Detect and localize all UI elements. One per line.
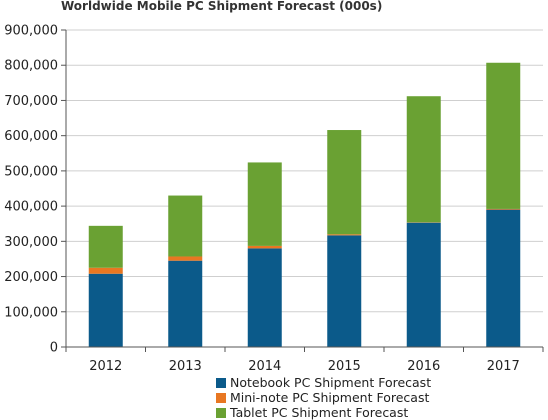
y-tick-label: 900,000 bbox=[4, 24, 58, 39]
bar-2012-series-1 bbox=[88, 267, 123, 274]
x-tick-label: 2015 bbox=[328, 359, 361, 374]
legend-item-notebook[interactable]: Notebook PC Shipment Forecast bbox=[216, 375, 431, 390]
bar-2014-series-0 bbox=[247, 248, 282, 347]
x-tick-label: 2013 bbox=[169, 359, 202, 374]
x-tick-label: 2016 bbox=[407, 359, 440, 374]
y-tick-label: 300,000 bbox=[4, 235, 58, 250]
bar-2017-series-2 bbox=[486, 62, 521, 209]
bar-2016-series-0 bbox=[406, 222, 441, 347]
y-tick-label: 0 bbox=[50, 341, 58, 356]
bars bbox=[88, 62, 521, 347]
bar-2017-series-1 bbox=[486, 208, 521, 210]
y-tick-label: 600,000 bbox=[4, 129, 58, 144]
axes bbox=[65, 30, 543, 348]
bar-2015-series-1 bbox=[327, 234, 362, 236]
y-tick-label: 500,000 bbox=[4, 164, 58, 179]
bar-2015-series-0 bbox=[327, 235, 362, 347]
legend-label-mini-note: Mini-note PC Shipment Forecast bbox=[230, 390, 430, 405]
y-tick-label: 700,000 bbox=[4, 94, 58, 109]
stacked-bar-chart: 0 100,000 200,000 300,000 400,000 500,000 600,… bbox=[4, 24, 544, 374]
bar-2013-series-1 bbox=[168, 256, 203, 261]
legend-swatch-mini-note bbox=[216, 392, 226, 403]
bar-2017-series-0 bbox=[486, 209, 521, 347]
chart-title: Worldwide Mobile PC Shipment Forecast (0… bbox=[61, 0, 383, 13]
legend-label-notebook: Notebook PC Shipment Forecast bbox=[230, 375, 432, 390]
legend-item-tablet[interactable]: Tablet PC Shipment Forecast bbox=[216, 405, 431, 420]
gridlines bbox=[66, 29, 543, 313]
y-tick-label: 100,000 bbox=[4, 305, 58, 320]
bar-2012-series-0 bbox=[88, 273, 123, 347]
x-tick-label: 2014 bbox=[248, 359, 281, 374]
bar-2013-series-2 bbox=[168, 195, 203, 257]
legend-label-tablet: Tablet PC Shipment Forecast bbox=[230, 405, 409, 420]
y-axis-ticks: 0 100,000 200,000 300,000 400,000 500,000 600,… bbox=[4, 24, 66, 356]
legend-swatch-tablet bbox=[216, 407, 226, 418]
x-axis-ticks: 2012 2013 2014 2015 2016 2017 bbox=[65, 347, 544, 374]
bar-2016-series-2 bbox=[406, 96, 441, 223]
bar-2012-series-2 bbox=[88, 225, 123, 268]
bar-2013-series-0 bbox=[168, 260, 203, 347]
bar-2014-series-2 bbox=[247, 162, 282, 246]
bar-2015-series-2 bbox=[327, 130, 362, 235]
x-tick-label: 2017 bbox=[487, 359, 520, 374]
legend: Notebook PC Shipment Forecast Mini-note … bbox=[216, 375, 431, 420]
y-tick-label: 200,000 bbox=[4, 270, 58, 285]
legend-swatch-notebook bbox=[216, 377, 226, 388]
y-tick-label: 800,000 bbox=[4, 59, 58, 74]
y-tick-label: 400,000 bbox=[4, 200, 58, 215]
legend-item-mini-note[interactable]: Mini-note PC Shipment Forecast bbox=[216, 390, 431, 405]
bar-2014-series-1 bbox=[247, 245, 282, 249]
x-tick-label: 2012 bbox=[89, 359, 122, 374]
